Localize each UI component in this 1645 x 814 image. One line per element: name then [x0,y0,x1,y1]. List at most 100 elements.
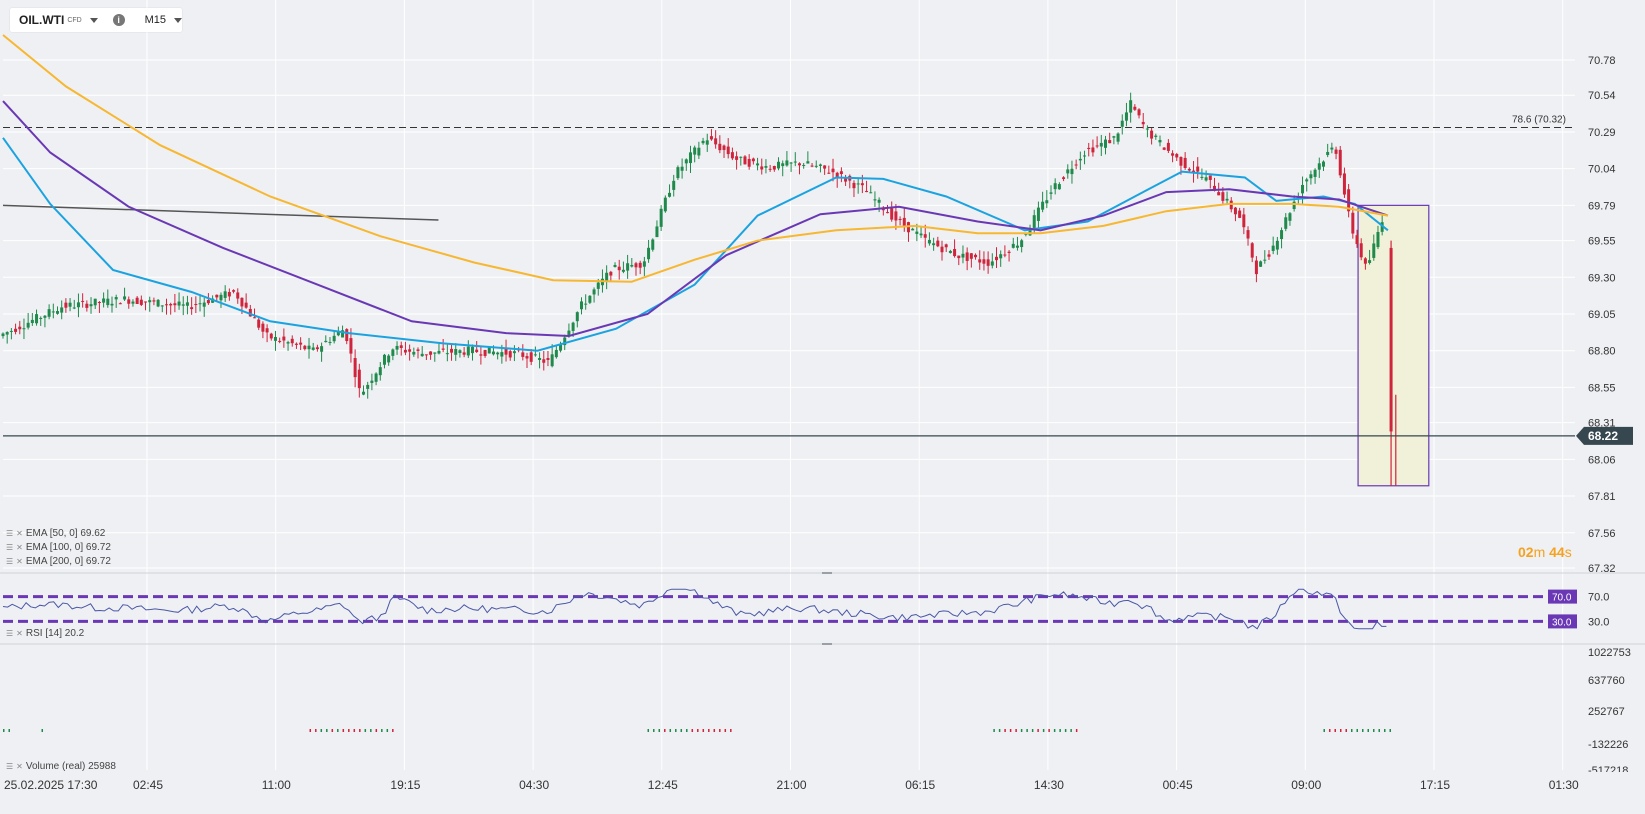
volume-bar [309,729,312,732]
volume-bar [1350,729,1353,732]
candle-body [584,303,588,305]
ema100-legend[interactable]: ☰ ✕ EMA [100, 0] 69.72 [6,542,111,553]
candle-body [328,341,332,343]
candle-body [374,373,378,382]
candle-body [1066,169,1070,174]
volume-bar [320,729,323,732]
candle-body [785,160,789,166]
candle-body [697,147,701,156]
close-icon[interactable]: ✕ [16,762,23,771]
candle-body [1024,233,1028,235]
price-axis-label: 68.55 [1588,382,1616,394]
candle-body [538,358,542,360]
ema50-legend[interactable]: ☰ ✕ EMA [50, 0] 69.62 [6,528,105,539]
volume-bar [1070,729,1072,732]
candle-body [1263,259,1267,261]
volume-bar [647,729,650,732]
volume-bar [1020,729,1023,732]
list-icon[interactable]: ☰ [6,543,14,552]
price-axis-label: 70.54 [1588,90,1616,102]
candle-body [919,233,923,236]
volume-legend[interactable]: ☰ ✕ Volume (real) 25988 [6,761,116,772]
candle-body [387,355,391,363]
candle-body [1233,207,1237,215]
volume-bar [724,729,727,732]
list-icon[interactable]: ☰ [6,557,14,566]
candle-body [630,264,634,267]
close-icon[interactable]: ✕ [16,543,23,552]
candle-body [160,305,164,307]
timeframe-dropdown-icon[interactable] [174,17,182,23]
candle-body [818,164,822,166]
candle-body [22,328,26,330]
candle-body [127,299,131,304]
candle-body [1275,240,1279,250]
candle-body [701,140,705,144]
candle-body [1380,222,1384,232]
ema-line-2 [2,34,1389,283]
ema200-legend[interactable]: ☰ ✕ EMA [200, 0] 69.72 [6,556,111,567]
candle-body [869,192,873,194]
symbol-selector[interactable]: OIL.WTI CFD i M15 [10,8,182,32]
close-icon[interactable]: ✕ [16,529,23,538]
candle-body [1313,169,1317,177]
candle-body [554,349,558,358]
rsi-axis-label: 30.0 [1588,616,1609,628]
candle-body [194,304,198,306]
candle-body [856,183,860,185]
candle-body [978,259,982,263]
candle-body [1368,260,1372,263]
candle-body [1137,109,1141,116]
time-axis-label: 12:45 [648,778,678,792]
candle-body [30,319,34,324]
candle-body [525,356,529,359]
candle-body [814,165,818,167]
symbol-type: CFD [67,16,82,24]
time-axis-label: 11:00 [262,778,291,792]
fib-level-label: 78.6 (70.32) [1512,115,1566,126]
candle-body [974,254,978,258]
candle-body [1158,139,1162,143]
current-price-tag [1576,426,1633,445]
candle-body [148,300,152,303]
close-icon[interactable]: ✕ [16,629,23,638]
list-icon[interactable]: ☰ [6,629,14,638]
candle-body [718,143,722,151]
candle-body [642,261,646,267]
candle-body [500,352,504,357]
info-icon[interactable]: i [112,14,125,26]
candle-body [1083,155,1087,157]
candle-body [563,337,567,346]
candle-body [85,303,89,308]
list-icon[interactable]: ☰ [6,529,14,538]
price-axis-label: 69.79 [1588,200,1616,212]
candle-body [118,303,122,305]
candle-body [152,300,156,302]
candle-body [320,346,324,352]
price-axis-label: 69.30 [1588,272,1616,284]
volume-bar [364,729,367,732]
candle-body [1363,258,1367,264]
candle-body [655,226,659,238]
candle-body [169,303,173,306]
candle-body [609,271,613,276]
volume-bar [1328,729,1331,732]
candle-body [215,294,219,298]
volume-bar [1009,729,1012,732]
timeframe-selector[interactable]: M15 [144,14,166,26]
candle-body [1129,100,1133,113]
list-icon[interactable]: ☰ [6,762,14,771]
symbol-name[interactable]: OIL.WTI [19,13,65,27]
candle-body [995,256,999,261]
candle-body [693,147,697,155]
candle-body [458,350,462,353]
volume-bar [697,729,699,732]
candle-body [294,343,298,345]
close-icon[interactable]: ✕ [16,557,23,566]
rsi-legend[interactable]: ☰ ✕ RSI [14] 20.2 [6,628,84,639]
candle-body [1041,201,1045,210]
symbol-dropdown-icon[interactable] [89,17,98,23]
candle-body [613,264,617,267]
